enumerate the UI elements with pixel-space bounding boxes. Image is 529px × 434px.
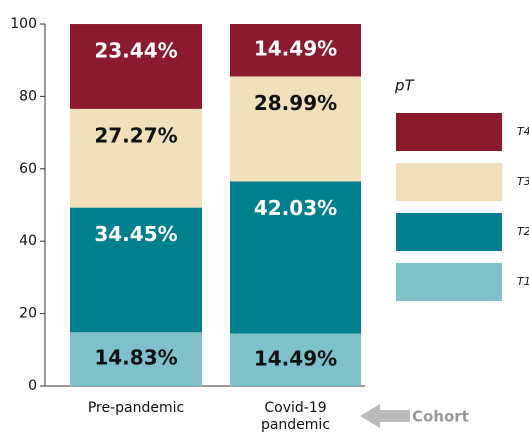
x-tick-label: Pre-pandemic (88, 400, 184, 416)
bar-segment (230, 181, 361, 334)
arrow (360, 404, 410, 428)
legend-title: pT (394, 77, 416, 95)
bar-segment (70, 108, 202, 208)
value-label: 14.49% (254, 37, 337, 61)
bar-segment (70, 332, 202, 386)
bar-segment (230, 76, 361, 182)
y-tick-label: 60 (19, 161, 37, 177)
value-label: 14.83% (94, 346, 177, 370)
y-tick-label: 40 (19, 233, 37, 249)
bar-segment (230, 333, 361, 386)
bar-segment (70, 24, 202, 109)
legend-label: T4 (517, 125, 529, 138)
legend-label: T1 (517, 275, 529, 288)
value-label: 14.49% (254, 346, 337, 370)
legend-swatch (396, 213, 502, 251)
value-label: 34.45% (94, 222, 177, 246)
legend-label: T2 (517, 225, 529, 238)
value-label: 42.03% (254, 196, 337, 220)
x-tick-label: Covid-19 pandemic (261, 400, 330, 433)
value-label: 28.99% (254, 91, 337, 115)
y-tick-label: 100 (10, 16, 37, 32)
y-tick-label: 80 (19, 88, 37, 104)
y-tick-label: 20 (19, 306, 37, 322)
bar-segment (70, 207, 202, 333)
bar-segment (230, 24, 361, 77)
value-label: 23.44% (94, 39, 177, 63)
legend-label: T3 (517, 175, 529, 188)
x-axis-label: Cohort (412, 408, 469, 426)
legend-swatch (396, 263, 502, 301)
value-label: 27.27% (94, 123, 177, 147)
y-tick-label: 0 (28, 378, 37, 394)
legend-swatch (396, 113, 502, 151)
legend-swatch (396, 163, 502, 201)
